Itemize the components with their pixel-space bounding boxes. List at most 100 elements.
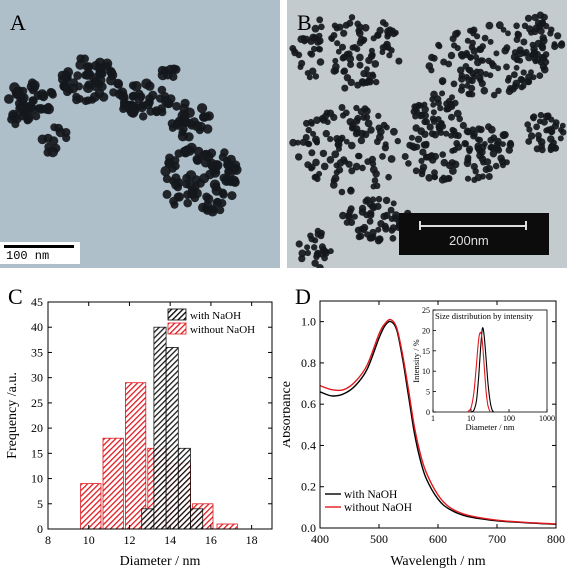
tem-b-particle [483, 158, 492, 166]
tem-b-particle [467, 54, 474, 61]
tem-a-particle [216, 206, 225, 215]
x-tick-label: 8 [45, 533, 51, 547]
inset-x-tick-label: 10 [467, 414, 475, 423]
tem-b-particle [356, 23, 364, 31]
tem-b-particle [426, 123, 434, 131]
tem-b-particle [295, 240, 303, 248]
tem-a-particle [223, 177, 232, 186]
tem-b-particle [334, 40, 341, 47]
panel-letter-d: D [295, 284, 311, 309]
tem-b-particle [487, 72, 494, 79]
tem-b-particle [450, 80, 458, 88]
absorbance-chart: 400 500 600 700 800 0.0 0.2 0.4 0.6 0.8 1.0 Wavelen… [283, 300, 565, 569]
tem-b-particle [489, 62, 497, 70]
tem-b-particle [390, 200, 397, 207]
tem-b-particle [559, 122, 566, 129]
tem-b-particle [431, 174, 438, 181]
scalebar-tick-left-b [419, 221, 421, 230]
tem-b-particle [347, 187, 355, 195]
tem-b-particle [470, 47, 478, 55]
tem-b-particle [327, 136, 334, 143]
tem-b-particle [304, 70, 311, 76]
tem-b-particle [520, 69, 527, 76]
tem-a-particle [164, 157, 175, 169]
scalebar-b: 200nm [399, 213, 549, 255]
tem-b-particle [478, 80, 486, 88]
tem-a-particle [184, 107, 195, 118]
panel-b: B 200nm [287, 0, 567, 268]
tem-b-particle [383, 124, 390, 131]
y-tick-label: 0.0 [301, 521, 316, 535]
tem-a-particle [191, 182, 200, 191]
tem-b-particle [355, 233, 363, 241]
tem-b-particle [505, 30, 511, 37]
tem-b-particle [422, 153, 430, 161]
tem-b-particle [513, 36, 521, 43]
tem-b-particle [360, 223, 369, 232]
tem-b-particle [481, 34, 489, 42]
tem-a-particle [180, 98, 190, 108]
y-tick-label: 0.4 [301, 438, 316, 452]
tem-b-particle [374, 202, 382, 210]
y-tick-label: 10 [31, 472, 43, 486]
tem-b-particle [343, 219, 351, 226]
tem-b-particle [337, 136, 344, 143]
tem-b-particle [338, 104, 346, 111]
tem-b-particle [369, 165, 378, 174]
x-tick-label: 800 [547, 532, 565, 546]
tem-b-particle [425, 174, 433, 182]
tem-b-particle [410, 108, 418, 116]
tem-b-particle [430, 101, 437, 108]
tem-a-particle [50, 123, 59, 132]
scalebar-label-b: 200nm [449, 233, 489, 248]
inset-frame [432, 309, 548, 413]
tem-b-particle [386, 52, 393, 59]
tem-b-particle [428, 67, 435, 74]
tem-b-particle [313, 138, 320, 145]
tem-b-particle [468, 84, 476, 92]
tem-b-particle [307, 118, 315, 126]
tem-a-particle [36, 104, 46, 114]
tem-b-particle [316, 46, 323, 53]
tem-a-particle [192, 154, 203, 165]
x-tick-label: 16 [205, 533, 217, 547]
tem-a-particle [80, 54, 90, 63]
tem-a-particle [169, 72, 178, 82]
tem-a-particle [199, 112, 209, 122]
tem-b-particle [383, 40, 391, 49]
tem-particles-b [289, 11, 567, 268]
tem-a-particle [19, 86, 28, 96]
tem-b-particle [542, 51, 550, 58]
tem-a-particle [183, 198, 192, 208]
tem-b-particle [501, 131, 509, 139]
tem-a-particle [169, 64, 179, 73]
tem-b-particle [552, 119, 560, 127]
tem-b-particle [463, 140, 469, 147]
tem-a-particle [203, 124, 213, 134]
tem-b-particle [298, 59, 306, 67]
tem-b-particle [430, 90, 438, 99]
tem-b-particle [444, 175, 452, 182]
scalebar-line-b [419, 225, 527, 227]
tem-b-particle [347, 205, 355, 213]
tem-b-particle [294, 139, 301, 146]
tem-b-particle [332, 57, 339, 64]
tem-b-particle [533, 123, 540, 131]
tem-b-particle [479, 173, 486, 180]
y-tick-label: 40 [31, 320, 43, 334]
tem-a-particle [81, 71, 89, 80]
tem-b-particle [320, 162, 329, 171]
tem-b-particle [354, 46, 361, 53]
tem-b-particle [485, 173, 493, 180]
tem-b-particle [465, 145, 474, 153]
tem-b-particle [382, 196, 391, 205]
tem-b-particle [333, 162, 340, 169]
tem-b-particle [316, 58, 325, 66]
histogram-bar [153, 326, 167, 530]
inset-y-tick-label: 15 [422, 347, 430, 356]
tem-b-particle [388, 47, 395, 54]
x-axis-label: Diameter / nm [120, 554, 201, 569]
x-tick-label: 600 [429, 532, 447, 546]
tem-b-particle [463, 74, 470, 80]
tem-a-particle [200, 157, 211, 168]
